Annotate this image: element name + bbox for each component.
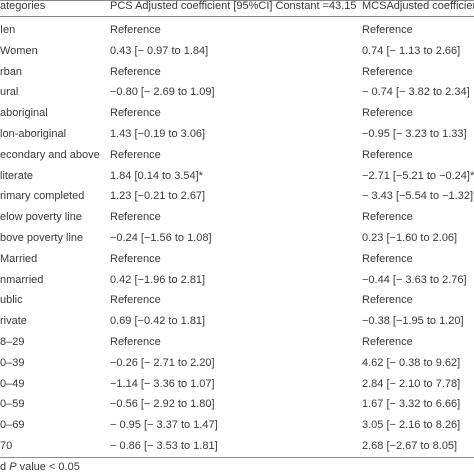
category-cell: nmarried [0, 273, 44, 286]
value-cell: Reference [362, 24, 413, 36]
value-cell: 1.23 [−0.21 to 2.67] [110, 190, 206, 203]
category-cell: ublic [0, 294, 23, 307]
category-cell: literate [0, 169, 34, 182]
header-cell: ategories [0, 0, 46, 12]
value-cell: Reference [362, 336, 413, 348]
bottom-rule [0, 457, 474, 458]
value-cell: Reference [362, 148, 413, 161]
value-cell: 3.05 [− 2.16 to 8.26] [362, 419, 461, 432]
value-cell: 2.68 [−2.67 to 8.05] [362, 440, 458, 452]
value-cell: Reference [110, 252, 161, 265]
category-cell: 8–29 [0, 336, 25, 348]
value-cell: Reference [362, 211, 413, 224]
header-cell: PCS Adjusted coefficient [95%CI] Constan… [110, 0, 357, 12]
category-cell: rban [0, 65, 23, 78]
value-cell: Reference [110, 65, 161, 78]
category-cell: elow poverty line [0, 211, 82, 224]
value-cell: Reference [110, 107, 161, 120]
value-cell: − 3.43 [−5.54 to −1.32]* [362, 190, 474, 203]
category-cell: Married [0, 252, 38, 265]
value-cell: 1.67 [− 3.32 to 6.66] [362, 398, 461, 411]
value-cell: 1.43 [−0.19 to 3.06] [110, 128, 206, 140]
value-cell: −0.26 [− 2.71 to 2.20] [110, 356, 215, 369]
category-cell: ural [0, 86, 19, 99]
value-cell: −0.56 [− 2.92 to 1.80] [110, 398, 215, 411]
value-cell: −0.44 [− 3.63 to 2.76] [362, 273, 467, 286]
value-cell: Reference [110, 294, 161, 307]
value-cell: 0.43 [− 0.97 to 1.84] [110, 44, 209, 57]
value-cell: 0.42 [−1.96 to 2.81] [110, 273, 206, 286]
category-cell: Ien [0, 24, 16, 36]
category-cell: 0–39 [0, 356, 25, 369]
value-cell: −2.71 [−5.21 to −0.24]* [362, 169, 474, 182]
footnote: d P value < 0.05 [0, 460, 80, 474]
value-cell: −0.38 [−1.95 to 1.20] [362, 315, 464, 328]
value-cell: 0.74 [− 1.13 to 2.66] [362, 44, 461, 57]
category-cell: rimary completed [0, 190, 85, 203]
value-cell: −0.24 [−1.56 to 1.08] [110, 232, 212, 244]
value-cell: 2.84 [− 2.10 to 7.78] [362, 377, 461, 390]
top-rule [0, 0, 474, 1]
value-cell: Reference [362, 107, 413, 120]
value-cell: Reference [110, 24, 161, 36]
footnote-text: P [9, 461, 17, 473]
footnote-text: value < 0.05 [16, 461, 80, 473]
value-cell: −1.14 [− 3.36 to 1.07] [110, 377, 215, 390]
value-cell: −0.80 [− 2.69 to 1.09] [110, 86, 215, 99]
category-cell: 0–69 [0, 419, 25, 432]
category-cell: Women [0, 44, 38, 57]
value-cell: 0.23 [−1.60 to 2.06] [362, 232, 458, 244]
value-cell: Reference [110, 336, 161, 348]
category-cell: aboriginal [0, 107, 48, 120]
category-cell: 0–59 [0, 398, 25, 411]
value-cell: Reference [362, 65, 413, 78]
category-cell: 0–49 [0, 377, 25, 390]
value-cell: 4.62 [− 0.38 to 9.62] [362, 356, 461, 369]
value-cell: 1.84 [0.14 to 3.54]* [110, 169, 203, 182]
value-cell: 0.69 [−0.42 to 1.81] [110, 315, 206, 328]
category-cell: lon-aboriginal [0, 128, 67, 140]
value-cell: − 0.74 [− 3.82 to 2.34] [362, 86, 470, 99]
footnote-text: d [0, 461, 10, 473]
header-rule [0, 16, 474, 17]
value-cell: Reference [362, 252, 413, 265]
value-cell: Reference [362, 294, 413, 307]
category-cell: rivate [0, 315, 27, 328]
category-cell: 70 [0, 440, 13, 452]
value-cell: − 0.86 [− 3.53 to 1.81] [110, 440, 218, 452]
category-cell: bove poverty line [0, 232, 84, 244]
header-cell: MCSAdjusted coefficien [362, 0, 474, 12]
value-cell: −0.95 [− 3.23 to 1.33] [362, 128, 467, 140]
value-cell: − 0.95 [− 3.37 to 1.47] [110, 419, 218, 432]
category-cell: econdary and above [0, 148, 100, 161]
value-cell: Reference [110, 211, 161, 224]
value-cell: Reference [110, 148, 161, 161]
